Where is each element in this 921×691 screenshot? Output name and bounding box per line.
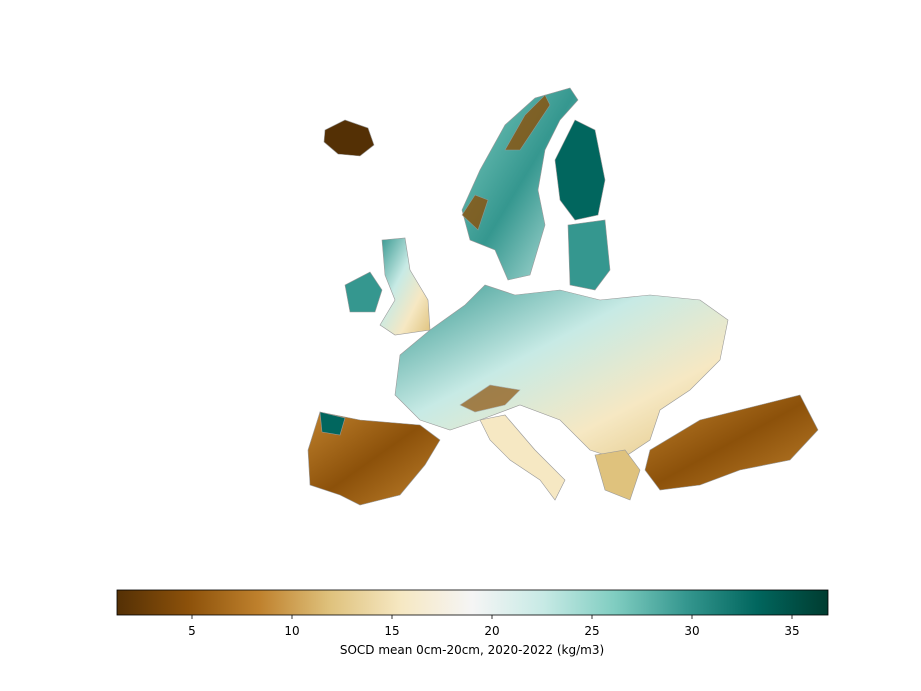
alps bbox=[459, 384, 521, 413]
italy bbox=[479, 414, 566, 501]
map bbox=[307, 87, 819, 506]
colorbar: 5 10 15 20 25 30 35 bbox=[116, 589, 829, 638]
tick-label: 20 bbox=[484, 624, 499, 638]
norway-mountains bbox=[461, 94, 551, 231]
tick-label: 10 bbox=[284, 624, 299, 638]
finland bbox=[554, 119, 606, 221]
great-britain bbox=[379, 237, 431, 336]
tick-label: 35 bbox=[784, 624, 799, 638]
scandinavia bbox=[461, 87, 579, 281]
tick-label: 25 bbox=[584, 624, 599, 638]
ireland bbox=[344, 271, 383, 313]
colorbar-label: SOCD mean 0cm-20cm, 2020-2022 (kg/m3) bbox=[340, 643, 604, 657]
tick-label: 30 bbox=[684, 624, 699, 638]
tick-label: 15 bbox=[384, 624, 399, 638]
turkey bbox=[644, 394, 819, 491]
iceland bbox=[323, 119, 375, 157]
greece bbox=[594, 449, 641, 501]
baltics bbox=[567, 219, 611, 291]
mainland bbox=[394, 284, 729, 461]
tick-label: 5 bbox=[188, 624, 196, 638]
iberia bbox=[307, 411, 441, 506]
galicia bbox=[319, 411, 346, 436]
colorbar-scale bbox=[116, 589, 829, 616]
